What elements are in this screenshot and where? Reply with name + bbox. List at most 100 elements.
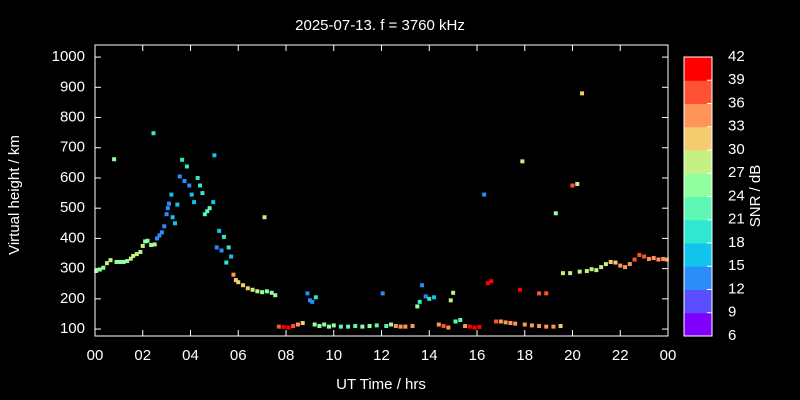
- point: [273, 293, 278, 298]
- point: [594, 268, 599, 273]
- point: [603, 262, 608, 267]
- colorbar-tick-label: 30: [728, 141, 745, 158]
- point: [205, 209, 210, 214]
- colorbar-band: [684, 312, 712, 337]
- point: [310, 299, 315, 304]
- colorbar-tick-label: 9: [728, 304, 736, 321]
- x-tick-label: 04: [182, 347, 199, 364]
- point: [140, 243, 145, 248]
- point: [403, 324, 408, 329]
- point: [101, 265, 106, 270]
- point: [155, 236, 160, 241]
- x-tick-label: 14: [421, 347, 438, 364]
- point: [97, 267, 102, 272]
- point: [165, 206, 170, 211]
- point: [618, 263, 623, 268]
- point: [448, 298, 453, 303]
- point: [446, 325, 451, 330]
- x-tick-label: 20: [564, 347, 581, 364]
- colorbar-band: [684, 219, 712, 244]
- x-tick-label: 16: [469, 347, 486, 364]
- point: [313, 295, 318, 300]
- colorbar-tick-label: 6: [728, 327, 736, 344]
- point: [198, 183, 203, 188]
- point: [300, 321, 305, 326]
- colorbar-band: [684, 150, 712, 174]
- point: [415, 304, 420, 309]
- point: [623, 265, 628, 270]
- point: [207, 206, 212, 211]
- point: [520, 159, 525, 164]
- point: [513, 321, 518, 326]
- point: [322, 322, 327, 327]
- chart-title: 2025-07-13. f = 3760 kHz: [295, 17, 465, 34]
- point: [134, 252, 139, 257]
- point: [121, 259, 126, 264]
- point: [281, 324, 286, 329]
- point: [162, 224, 167, 229]
- point: [367, 324, 372, 329]
- colorbar-band: [684, 266, 712, 290]
- point: [286, 325, 291, 330]
- point: [312, 322, 317, 327]
- point: [389, 322, 394, 327]
- colorbar-band: [684, 126, 712, 151]
- colorbar-label: SNR / dB: [747, 165, 764, 228]
- point: [143, 239, 148, 244]
- point: [184, 164, 189, 169]
- point: [599, 265, 604, 270]
- point: [152, 242, 157, 247]
- point: [326, 324, 331, 329]
- point: [661, 256, 666, 261]
- point: [664, 257, 669, 262]
- point: [182, 178, 187, 183]
- point: [221, 234, 226, 239]
- y-tick-label: 100: [60, 320, 85, 337]
- y-tick-label: 400: [60, 229, 85, 246]
- point: [264, 289, 269, 294]
- point: [164, 212, 169, 217]
- point: [568, 271, 573, 276]
- point: [236, 280, 241, 285]
- point: [159, 230, 164, 235]
- point: [157, 233, 162, 238]
- colorbar-tick-label: 18: [728, 234, 745, 251]
- point: [453, 319, 458, 324]
- point: [656, 257, 661, 262]
- point: [398, 324, 403, 329]
- point: [410, 324, 415, 329]
- point: [551, 324, 556, 329]
- point: [544, 324, 549, 329]
- point: [482, 192, 487, 197]
- colorbar-band: [684, 196, 712, 221]
- point: [192, 200, 197, 205]
- x-tick-label: 22: [612, 347, 629, 364]
- point: [214, 245, 219, 250]
- point: [151, 131, 156, 136]
- point: [417, 299, 422, 304]
- point: [380, 291, 385, 296]
- point: [231, 272, 236, 277]
- point: [219, 248, 224, 253]
- point: [331, 323, 336, 328]
- y-tick-label: 800: [60, 108, 85, 125]
- y-axis-label: Virtual height / km: [6, 135, 23, 255]
- point: [305, 291, 310, 296]
- x-axis-label: UT Time / hrs: [336, 376, 426, 393]
- point: [175, 202, 180, 207]
- point: [262, 215, 267, 220]
- point: [632, 257, 637, 262]
- point: [269, 290, 274, 295]
- point: [432, 295, 437, 300]
- colorbar-tick-label: 24: [728, 187, 745, 204]
- point: [245, 286, 250, 291]
- x-tick-label: 18: [516, 347, 533, 364]
- point: [307, 298, 312, 303]
- point: [613, 260, 618, 265]
- x-tick-label: 00: [660, 347, 677, 364]
- point: [112, 157, 117, 162]
- y-tick-label: 500: [60, 199, 85, 216]
- point: [317, 324, 322, 329]
- point: [517, 287, 522, 292]
- point: [503, 320, 508, 325]
